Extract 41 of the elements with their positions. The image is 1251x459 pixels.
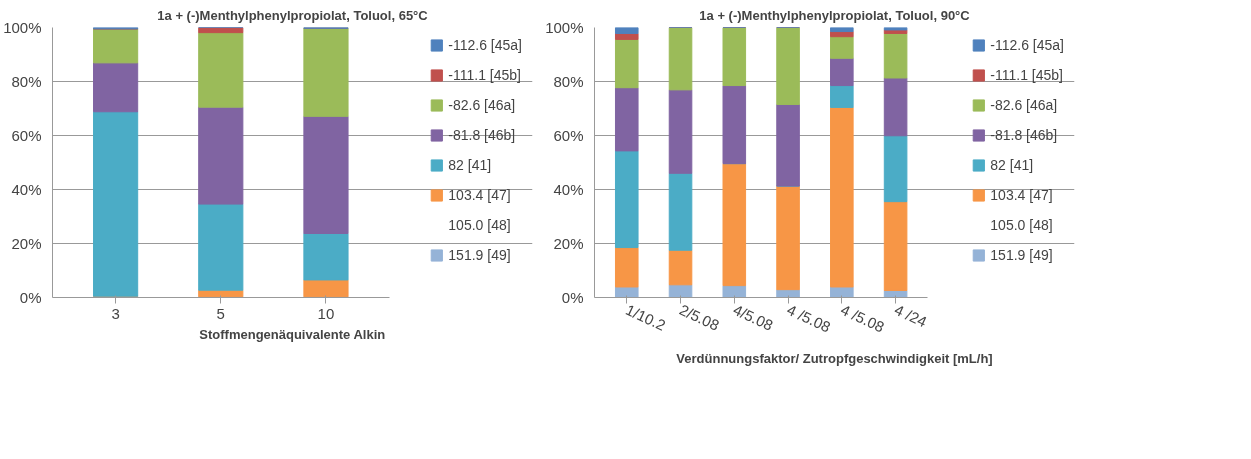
y-tick-label: 80% bbox=[11, 73, 42, 90]
x-tick-label: 2/5.08 bbox=[676, 300, 722, 334]
y-tick-label: 40% bbox=[11, 181, 42, 198]
x-tick-label: 4 /5.08 bbox=[838, 300, 887, 336]
legend-label: -82.6 [46a] bbox=[990, 97, 1058, 113]
x-tick-label: 5 bbox=[216, 304, 225, 322]
y-tick-label: 60% bbox=[11, 127, 42, 144]
x-tick-label: 10 bbox=[317, 304, 335, 322]
y-tick-label: 20% bbox=[553, 235, 584, 252]
y-tick-label: 60% bbox=[553, 127, 584, 144]
x-tick-label: 1/10.2 bbox=[623, 300, 669, 334]
x-axis-title: Verdünnungsfaktor/ Zutropfgeschwindigkeit [mL/h] bbox=[676, 351, 993, 367]
x-tick-label: 3 bbox=[111, 304, 120, 322]
legend-label: -111.1 [45b] bbox=[990, 67, 1063, 83]
y-tick-label: 100% bbox=[3, 19, 42, 36]
legend-label: 82 [41] bbox=[990, 157, 1034, 173]
y-tick-label: 0% bbox=[19, 289, 42, 306]
legend-label: -81.8 [46b] bbox=[990, 127, 1058, 143]
legend-label: -112.6 [45a] bbox=[448, 37, 522, 53]
y-tick-label: 40% bbox=[553, 181, 584, 198]
text: 105.0 [48] bbox=[990, 217, 1053, 233]
legend-label: 103.4 [47] bbox=[990, 187, 1053, 203]
x-tick-label: 4 /24 bbox=[892, 300, 930, 331]
legend-label: 151.9 [49] bbox=[448, 247, 511, 263]
chart-title: 1a + (-)Menthylphenylpropiolat, Toluol, 65°C bbox=[157, 7, 429, 23]
legend-label: 82 [41] bbox=[448, 157, 492, 173]
x-tick-label: 4/5.08 bbox=[730, 300, 776, 334]
legend-label: -82.6 [46a] bbox=[448, 97, 516, 113]
legend-label: 103.4 [47] bbox=[448, 187, 511, 203]
legend-label: -81.8 [46b] bbox=[448, 127, 516, 143]
y-tick-label: 80% bbox=[553, 73, 584, 90]
x-tick-label: 4 /5.08 bbox=[784, 300, 834, 336]
y-tick-label: 0% bbox=[561, 289, 584, 306]
y-tick-label: 100% bbox=[545, 19, 584, 36]
y-tick-label: 20% bbox=[11, 235, 42, 252]
legend-label: 151.9 [49] bbox=[990, 247, 1053, 263]
chart-title: 1a + (-)Menthylphenylpropiolat, Toluol, 90°C bbox=[699, 7, 971, 23]
legend-label: -111.1 [45b] bbox=[448, 67, 521, 83]
x-axis-title: Stoffmengenäquivalente Alkin bbox=[199, 326, 386, 342]
text: 105.0 [48] bbox=[448, 217, 511, 233]
legend-label: -112.6 [45a] bbox=[990, 37, 1064, 53]
